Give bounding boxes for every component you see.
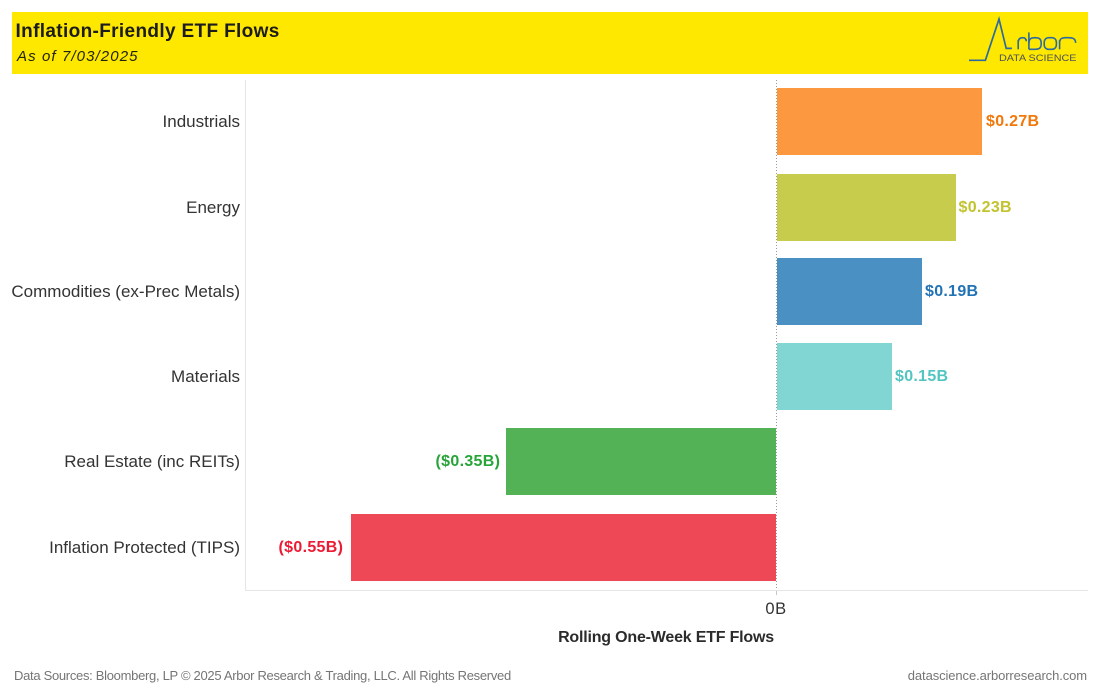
svg-text:DATA SCIENCE: DATA SCIENCE: [999, 52, 1077, 63]
